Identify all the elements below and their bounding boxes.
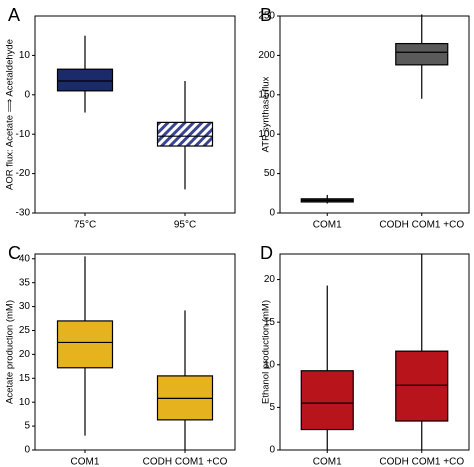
panel-letter: C [8,243,21,263]
iqr-box [56,68,114,92]
iqr-box [56,320,114,369]
y-tick-label: 40 [19,253,31,264]
box-1 [395,14,449,99]
y-tick-label: 0 [24,89,30,100]
box-0 [56,35,114,113]
y-tick-label: 20 [264,274,276,285]
y-tick-label: 10 [264,359,276,370]
y-axis-label: Acetate production (mM) [5,300,16,404]
box-1 [395,254,449,450]
y-tick-label: 10 [19,50,31,61]
plot-frame [34,15,236,214]
box-0 [56,256,114,436]
y-tick-label: 25 [19,325,31,336]
iqr-box [156,121,214,147]
y-tick-label: 0 [24,445,30,456]
box-1 [156,310,214,450]
y-tick-label: 250 [258,11,275,22]
iqr-box [395,350,449,422]
x-tick-label: 75°C [74,220,96,231]
y-tick-label: 100 [258,129,275,140]
y-tick-label: 5 [24,421,30,432]
y-tick-label: 20 [19,349,31,360]
panel-letter: A [8,5,20,25]
y-tick-label: 50 [264,168,276,179]
y-axis-label: AOR flux: Acetate ⟹ Acetaldehyde [5,39,16,190]
y-axis-label: Ethanol production (mM) [261,300,272,404]
box-0 [300,285,354,450]
y-tick-label: 0 [269,445,275,456]
panel-letter: B [260,5,272,25]
box-1 [156,81,214,190]
y-tick-label: 30 [19,301,31,312]
y-tick-label: 5 [269,402,275,413]
plot-frame [279,253,470,451]
iqr-box [300,370,354,431]
iqr-box [395,42,449,66]
y-tick-label: 35 [19,277,31,288]
x-tick-label: CODH COM1 +CO [143,457,228,467]
panel-d: D 0 5 10 15 20 Ethanol production (mM) COM1 CODH… [260,243,470,467]
y-axis-label: ATP synthase flux [261,76,272,152]
panel-c: C 0 5 10 15 20 25 30 35 40 Acetate production (mM)… [5,243,236,467]
panel-b: B 0 50 100 150 200 250 ATP synthase flux COM1 COD… [258,5,470,231]
x-tick-label: CODH COM1 +CO [379,220,464,231]
y-tick-label: 0 [269,208,275,219]
y-tick-label: -20 [16,168,31,179]
plot-frame [34,253,236,451]
box-0 [300,194,354,204]
y-tick-label: 200 [258,50,275,61]
y-tick-label: 150 [258,89,275,100]
x-tick-label: COM1 [313,220,342,231]
y-tick-label: 15 [19,373,31,384]
x-tick-label: 95°C [174,220,196,231]
plot-frame [279,15,470,214]
y-tick-label: 10 [19,397,31,408]
x-tick-label: CODH COM1 +CO [379,457,464,467]
y-tick-label: -10 [16,129,31,140]
x-tick-label: COM1 [71,457,100,467]
y-tick-label: -30 [16,208,31,219]
panel-letter: D [260,243,273,263]
x-tick-label: COM1 [313,457,342,467]
y-tick-label: 15 [264,317,276,328]
